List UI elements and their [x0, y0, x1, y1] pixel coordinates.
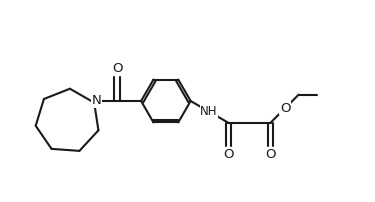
Text: O: O	[112, 62, 122, 75]
Text: O: O	[223, 148, 233, 161]
Text: N: N	[92, 95, 102, 107]
Text: N: N	[92, 95, 102, 107]
Text: O: O	[280, 102, 290, 115]
Text: O: O	[266, 148, 276, 161]
Text: NH: NH	[200, 105, 218, 118]
